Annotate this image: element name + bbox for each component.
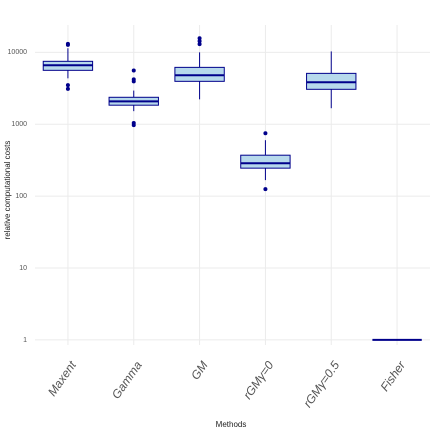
outlier <box>263 131 268 136</box>
x-tick-label: Fisher <box>378 358 409 394</box>
outlier <box>65 41 70 46</box>
outlier <box>131 68 136 73</box>
x-axis-title: Methods <box>216 420 247 429</box>
y-tick-label: 10000 <box>8 49 28 56</box>
y-tick-label: 1 <box>23 337 27 344</box>
x-tick-label: Gamma <box>109 358 145 401</box>
outlier <box>131 79 136 84</box>
y-axis-title: relative computational costs <box>3 141 12 240</box>
box <box>240 154 291 169</box>
outlier <box>197 39 202 44</box>
x-tick-label: rGMγ=0 <box>240 358 276 402</box>
outlier <box>131 123 136 128</box>
y-tick-label: 1000 <box>11 121 27 128</box>
x-tick-label: GM <box>188 359 211 383</box>
outlier <box>65 86 70 91</box>
x-tick-label: rGMγ=0.5 <box>300 358 342 410</box>
y-tick-label: 10 <box>19 265 27 272</box>
outlier <box>65 83 70 88</box>
outlier <box>197 42 202 47</box>
x-tick-label: Maxent <box>45 358 79 399</box>
outlier <box>263 187 268 192</box>
outlier <box>197 36 202 41</box>
y-tick-label: 100 <box>15 193 27 200</box>
